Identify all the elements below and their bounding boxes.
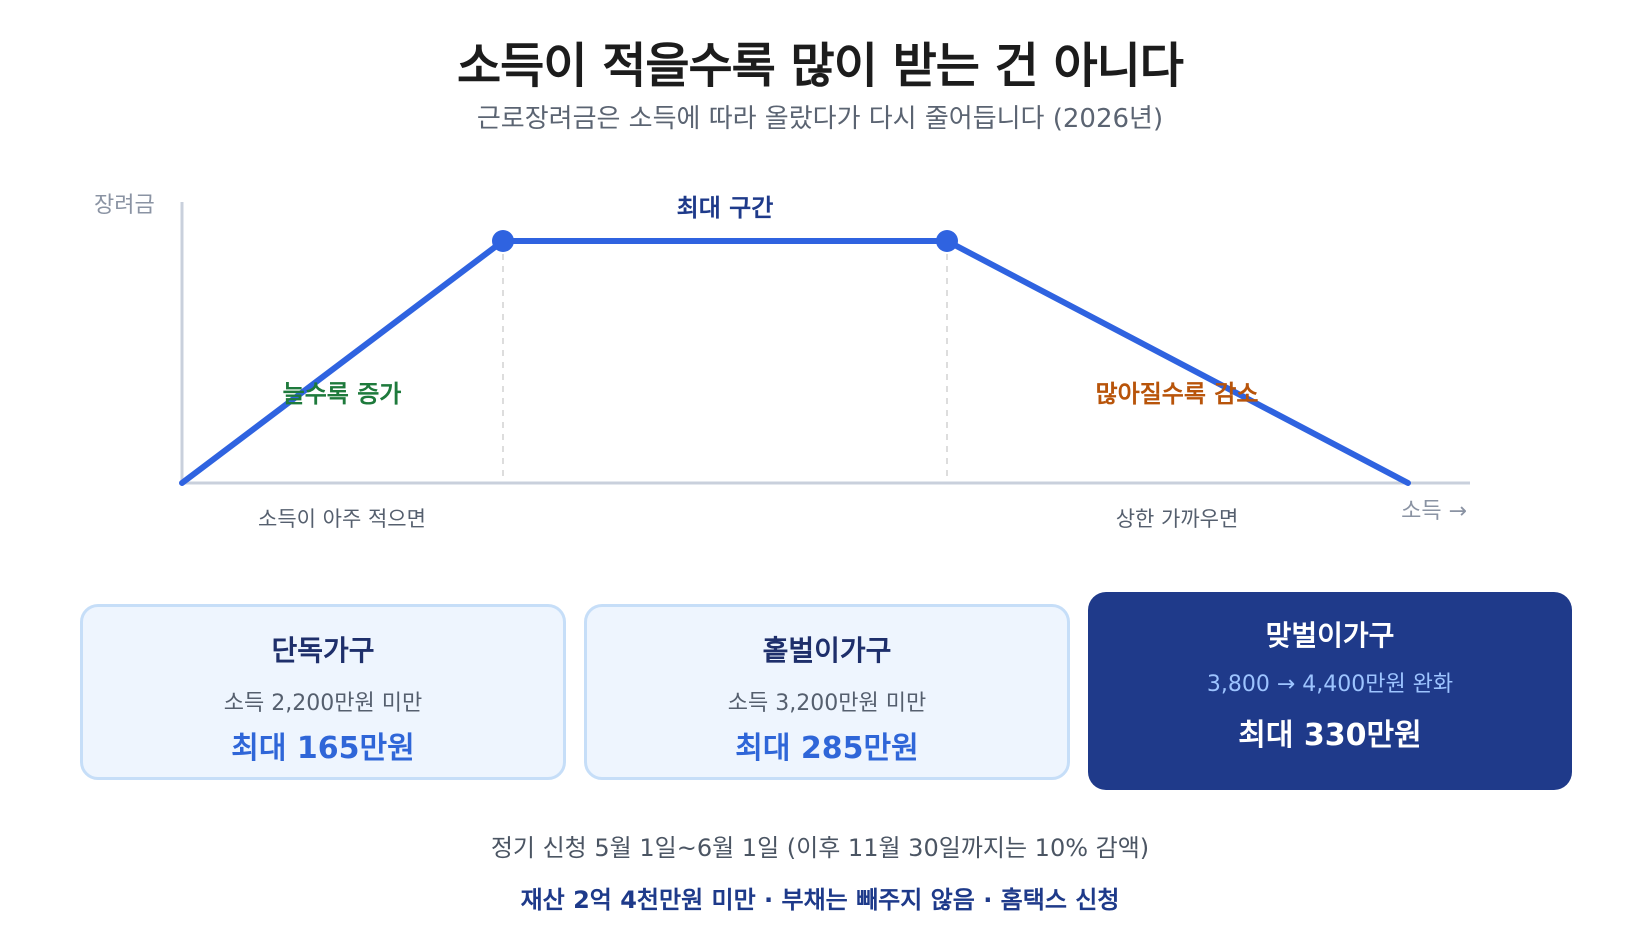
plateau-end-point [936, 230, 958, 252]
plateau-start-point [492, 230, 514, 252]
card-title: 맞벌이가구 [1265, 619, 1395, 652]
card-condition: 3,800 → 4,400만원 완화 [1206, 672, 1454, 697]
schedule-note: 정기 신청 5월 1일~6월 1일 (이후 11월 30일까지는 10% 감액) [490, 834, 1150, 862]
requirements-note: 재산 2억 4천만원 미만 · 부채는 빼주지 않음 · 홈택스 신청 [520, 886, 1120, 914]
card-condition: 소득 3,200만원 미만 [727, 691, 927, 716]
card-single-earner-household: 홑벌이가구 소득 3,200만원 미만 최대 285만원 [584, 604, 1070, 780]
card-dual-earner-household: 맞벌이가구 3,800 → 4,400만원 완화 최대 330만원 [1088, 592, 1572, 790]
x-axis-label: 소득 → [1401, 499, 1467, 524]
y-axis-label: 장려금 [94, 193, 155, 218]
low-income-label: 소득이 아주 적으면 [258, 507, 426, 531]
card-condition: 소득 2,200만원 미만 [223, 691, 423, 716]
card-title: 단독가구 [271, 634, 375, 667]
card-title: 홑벌이가구 [762, 634, 892, 667]
page-subtitle: 근로장려금은 소득에 따라 올랐다가 다시 줄어듭니다 (2026년) [476, 104, 1164, 134]
card-single-household: 단독가구 소득 2,200만원 미만 최대 165만원 [80, 604, 566, 780]
card-amount: 최대 330만원 [1238, 718, 1422, 753]
near-limit-label: 상한 가까우면 [1116, 507, 1239, 531]
page-title: 소득이 적을수록 많이 받는 건 아니다 [457, 38, 1184, 94]
increase-label: 늘수록 증가 [283, 380, 402, 408]
income-benefit-diagram: 장려금 최대 구간 늘수록 증가 많아질수록 감소 소득이 아주 적으면 상한 … [94, 193, 1470, 531]
card-amount: 최대 165만원 [231, 731, 415, 766]
benefit-curve [179, 238, 1411, 486]
plateau-label: 최대 구간 [677, 194, 774, 222]
card-amount: 최대 285만원 [735, 731, 919, 766]
decrease-label: 많아질수록 감소 [1096, 380, 1259, 408]
